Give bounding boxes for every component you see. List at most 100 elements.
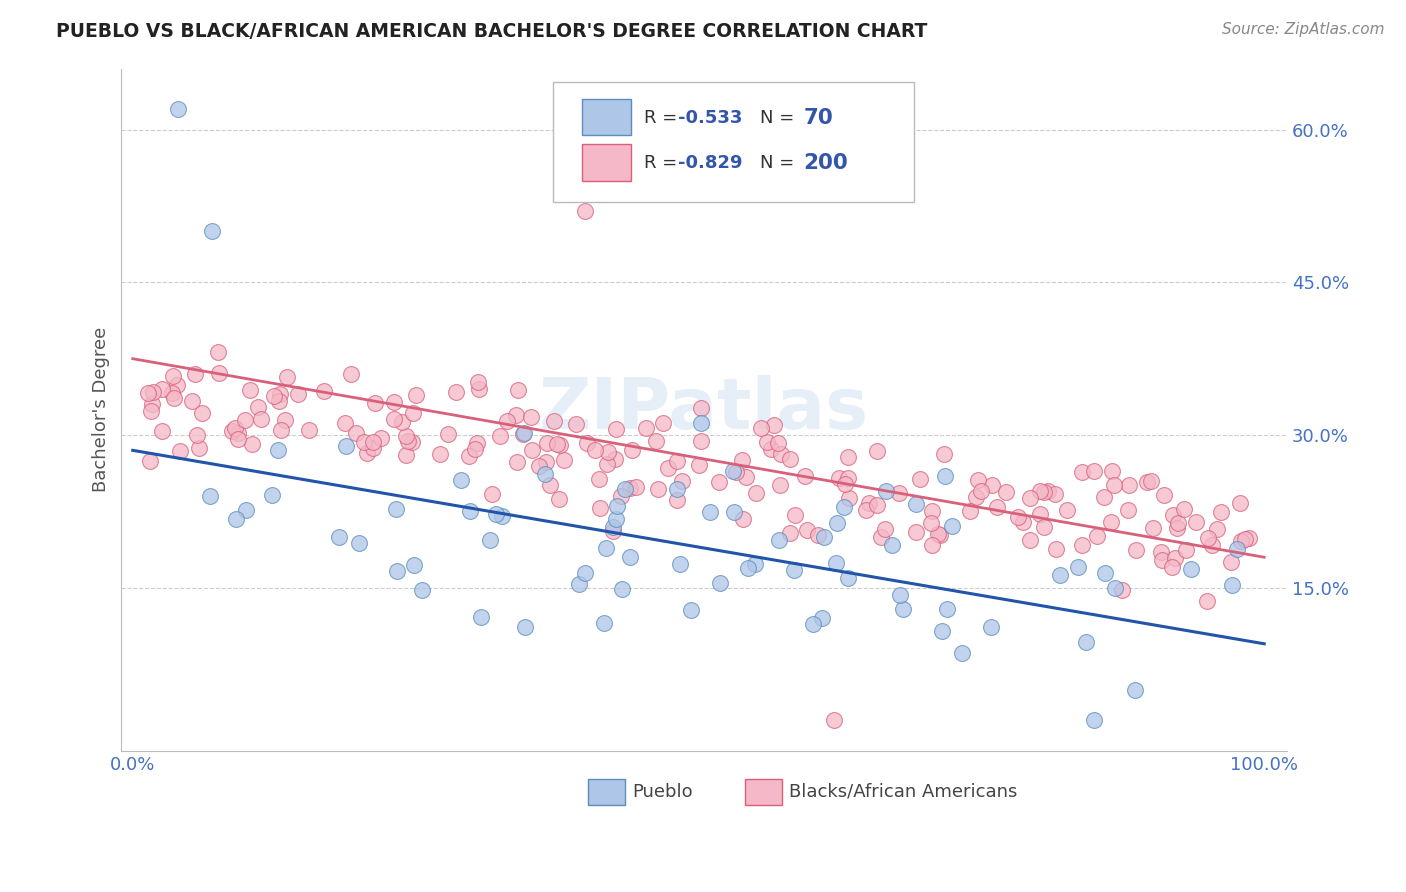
Point <box>838 491 860 505</box>
Point <box>1197 531 1219 545</box>
Point <box>142 384 165 399</box>
Point <box>887 486 910 500</box>
Point <box>588 472 610 486</box>
Point <box>1220 578 1243 592</box>
Point <box>1029 483 1052 498</box>
Point <box>723 505 745 519</box>
Point <box>226 426 249 441</box>
Point <box>1085 529 1108 543</box>
Point <box>520 410 543 425</box>
Point <box>1018 533 1040 548</box>
Point <box>785 508 807 522</box>
Point <box>187 441 209 455</box>
Point <box>568 577 591 591</box>
Point <box>619 482 641 496</box>
Point <box>328 530 350 544</box>
Point <box>364 396 387 410</box>
Point <box>932 447 955 461</box>
Point <box>624 480 647 494</box>
Point <box>837 471 859 485</box>
Point <box>136 386 159 401</box>
Point <box>458 450 481 464</box>
Point <box>1229 496 1251 510</box>
Point <box>994 484 1017 499</box>
Point <box>920 516 942 531</box>
Point <box>335 439 357 453</box>
Point <box>598 445 620 459</box>
Point <box>235 502 257 516</box>
Point <box>263 389 285 403</box>
Point <box>450 474 472 488</box>
Point <box>810 610 832 624</box>
Point <box>1153 488 1175 502</box>
Point <box>513 425 536 440</box>
Point <box>274 413 297 427</box>
Point <box>139 404 162 418</box>
Point <box>689 416 711 430</box>
Point <box>361 434 384 449</box>
Point <box>889 588 911 602</box>
Text: Source: ZipAtlas.com: Source: ZipAtlas.com <box>1222 22 1385 37</box>
Point <box>1161 559 1184 574</box>
Point <box>723 464 745 478</box>
Point <box>401 406 423 420</box>
Point <box>731 512 754 526</box>
Point <box>905 497 928 511</box>
Point <box>834 477 856 491</box>
Point <box>1167 516 1189 531</box>
Point <box>813 530 835 544</box>
Point <box>882 538 904 552</box>
Point <box>744 557 766 571</box>
Point <box>794 468 817 483</box>
Point <box>931 624 953 638</box>
Point <box>966 473 988 487</box>
Point <box>141 397 163 411</box>
Point <box>875 484 897 499</box>
Point <box>1056 502 1078 516</box>
Text: 70: 70 <box>803 108 832 128</box>
Point <box>875 523 897 537</box>
Point <box>395 448 418 462</box>
Point <box>858 496 880 510</box>
Point <box>796 523 818 537</box>
Point <box>1033 485 1056 500</box>
Point <box>970 484 993 499</box>
Point <box>801 617 824 632</box>
Point <box>744 485 766 500</box>
Point <box>246 400 269 414</box>
Point <box>181 393 204 408</box>
Point <box>1166 521 1188 535</box>
Point <box>1118 478 1140 492</box>
Point <box>464 442 486 457</box>
Point <box>186 428 208 442</box>
Point <box>825 556 848 570</box>
FancyBboxPatch shape <box>553 82 914 202</box>
Point <box>605 511 627 525</box>
Point <box>668 557 690 571</box>
Point <box>385 564 408 578</box>
Point <box>666 454 689 468</box>
Text: N =: N = <box>761 109 800 127</box>
Point <box>391 415 413 429</box>
Point <box>200 489 222 503</box>
Point <box>401 434 423 449</box>
Point <box>506 455 529 469</box>
Point <box>548 492 571 507</box>
Text: ZIPatlas: ZIPatlas <box>538 376 869 444</box>
Point <box>1071 465 1094 479</box>
Point <box>1104 582 1126 596</box>
Point <box>1237 531 1260 545</box>
Point <box>1019 491 1042 505</box>
Point <box>609 489 631 503</box>
Point <box>269 387 291 401</box>
Point <box>270 423 292 437</box>
Point <box>832 500 855 514</box>
Point <box>479 533 502 547</box>
Point <box>950 646 973 660</box>
Point <box>768 436 790 450</box>
Text: -0.533: -0.533 <box>679 109 742 127</box>
Point <box>207 345 229 359</box>
Point <box>605 422 627 436</box>
Point <box>966 490 988 504</box>
Point <box>481 487 503 501</box>
